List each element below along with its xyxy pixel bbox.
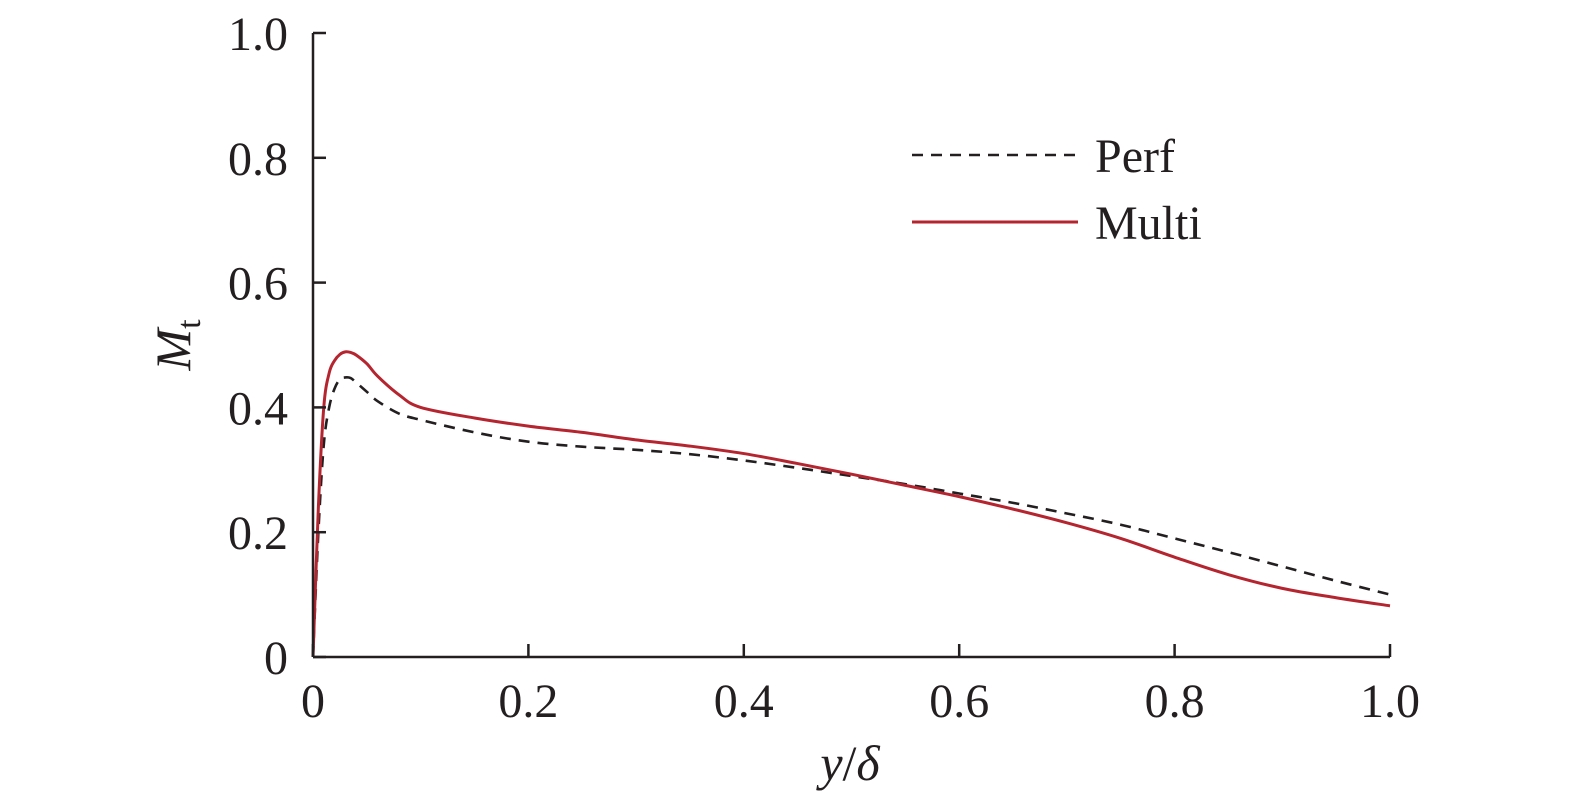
series-line-perf [311,376,1391,658]
legend: Perf Multi [912,130,1202,250]
x-tick-label: 0.8 [1145,675,1205,728]
x-axis-label-sep: / [843,735,857,791]
legend-label-multi: Multi [1095,197,1202,250]
series-line-multi [311,350,1391,658]
x-tick-label: 0.4 [714,675,774,728]
y-axis-label: Mt [145,319,208,372]
x-tick-label: 0 [301,675,325,728]
y-tick-label: 0.8 [228,133,288,186]
x-tick-label: 1.0 [1360,675,1420,728]
x-axis-label-ref: δ [856,735,880,791]
y-axis-label-main: M [145,327,201,372]
x-axis-label: y/δ [815,735,880,791]
y-axis-label-sub: t [171,319,208,329]
x-tick-label: 0.6 [929,675,989,728]
y-tick-label: 0.2 [228,507,288,560]
legend-label-perf: Perf [1095,130,1175,183]
x-axis-label-var: y [815,735,843,791]
axes-group: 0 0.2 0.4 0.6 0.8 1.0 0 0.2 0.4 0.6 0.8 1.0 [228,8,1420,728]
y-tick-label: 1.0 [228,8,288,61]
y-tick-label: 0.4 [228,382,288,435]
y-tick-label: 0 [264,632,288,685]
series-group [311,350,1391,658]
y-tick-label: 0.6 [228,258,288,311]
x-tick-label: 0.2 [498,675,558,728]
